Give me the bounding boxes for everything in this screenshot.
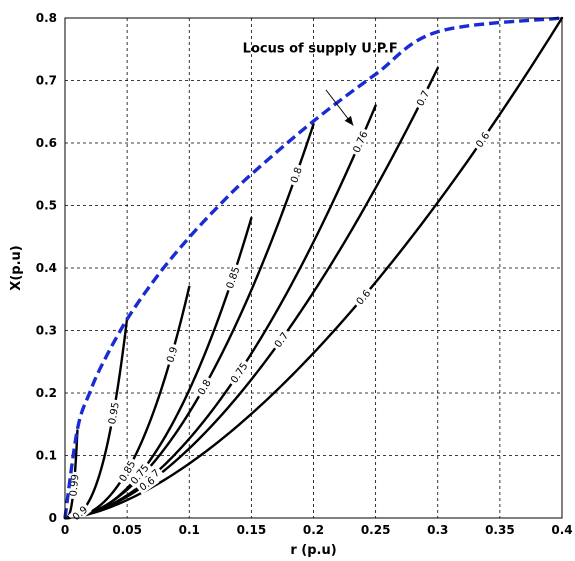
- svg-text:0.85: 0.85: [225, 266, 242, 291]
- y-tick-label: 0.7: [36, 74, 57, 88]
- grid-lines: [65, 18, 562, 518]
- x-tick-label: 0.15: [237, 523, 267, 537]
- svg-text:0.95: 0.95: [107, 401, 122, 425]
- x-tick-label: 0.25: [361, 523, 391, 537]
- y-axis-ticks: 0 0.1 0.2 0.3 0.4 0.5 0.6 0.7 0.8: [36, 11, 57, 525]
- annotation-arrowhead: [344, 115, 354, 126]
- y-tick-label: 0.2: [36, 386, 57, 400]
- pf-curve: [63, 66, 439, 520]
- x-tick-label: 0.35: [485, 523, 515, 537]
- x-tick-label: 0: [61, 523, 69, 537]
- curve-label: 0.8: [193, 375, 215, 400]
- plot-frame: [64, 17, 563, 519]
- svg-text:0.8: 0.8: [289, 166, 305, 185]
- y-tick-label: 0.8: [36, 11, 57, 25]
- curve-label: 0.95: [105, 398, 122, 428]
- curve-label: 0.76: [349, 127, 371, 157]
- locus-annotation: Locus of supply U.P.F: [243, 41, 398, 56]
- curve-label: 0.9: [163, 342, 181, 367]
- y-tick-label: 0.6: [36, 136, 57, 150]
- curve-label: 0.7: [412, 86, 433, 111]
- supply-upf-locus-line: [63, 16, 563, 519]
- curve-label: 0.99: [66, 471, 81, 500]
- curve-labels: 0.990.950.90.90.850.850.750.80.80.760.75…: [66, 86, 494, 525]
- y-tick-label: 0.1: [36, 449, 57, 463]
- y-axis-label: X(p.u): [9, 245, 24, 290]
- y-tick-label: 0.5: [36, 199, 57, 213]
- svg-text:0.99: 0.99: [68, 474, 81, 497]
- y-tick-label: 0.4: [36, 261, 57, 275]
- x-axis-ticks: 0 0.05 0.1 0.15 0.2 0.25 0.3 0.35 0.4: [61, 523, 573, 537]
- x-tick-label: 0.2: [303, 523, 324, 537]
- x-tick-label: 0.3: [427, 523, 448, 537]
- x-tick-label: 0.1: [179, 523, 200, 537]
- curve-label: 0.8: [286, 163, 306, 187]
- curve-label: 0.85: [222, 262, 243, 293]
- svg-text:0.9: 0.9: [165, 346, 180, 364]
- svg-text:0.76: 0.76: [352, 130, 371, 155]
- pf-curve: [63, 123, 315, 520]
- x-tick-label: 0.05: [112, 523, 142, 537]
- x-axis-label: r (p.u): [290, 543, 336, 558]
- x-tick-label: 0.4: [551, 523, 572, 537]
- y-tick-label: 0: [49, 511, 57, 525]
- curve-label: 0.6: [471, 127, 494, 152]
- y-tick-label: 0.3: [36, 324, 57, 338]
